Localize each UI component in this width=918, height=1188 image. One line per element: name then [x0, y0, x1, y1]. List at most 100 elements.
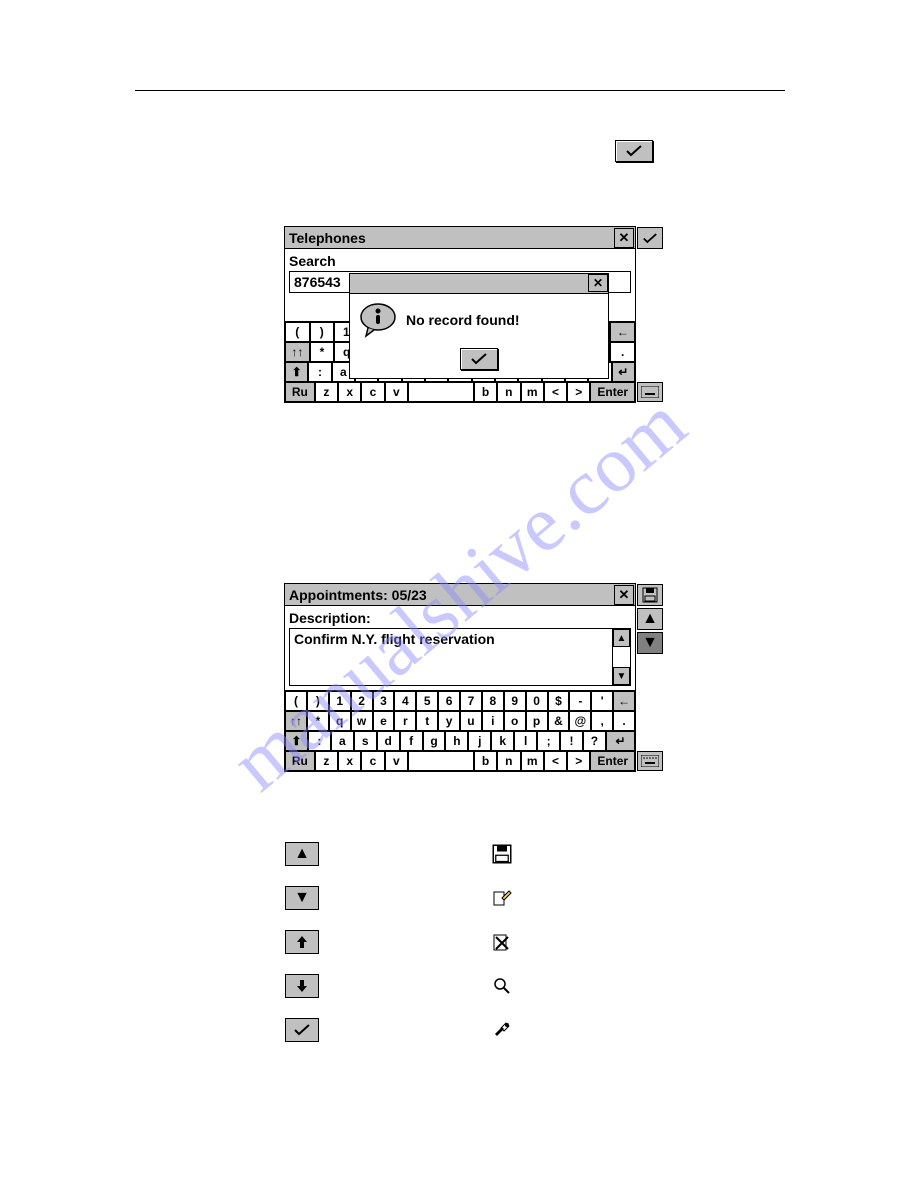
key[interactable]: n: [497, 382, 520, 402]
key[interactable]: ;: [537, 731, 560, 751]
key[interactable]: (: [285, 691, 307, 711]
lang-key[interactable]: Ru: [285, 382, 315, 402]
search-icon: [485, 974, 519, 998]
key[interactable]: 5: [416, 691, 438, 711]
backspace-key[interactable]: ←: [613, 691, 635, 711]
key[interactable]: >: [567, 751, 590, 771]
keyboard-toggle-icon[interactable]: [637, 751, 663, 771]
key[interactable]: h: [445, 731, 468, 751]
space-key[interactable]: [408, 382, 474, 402]
key[interactable]: n: [497, 751, 520, 771]
key[interactable]: <: [544, 382, 567, 402]
key[interactable]: t: [416, 711, 438, 731]
scroll-down-button[interactable]: ▼: [637, 632, 663, 654]
key[interactable]: .: [610, 342, 635, 362]
telephones-side-col: [637, 227, 663, 249]
side-check-button[interactable]: [637, 227, 663, 249]
appointments-title: Appointments: 05/23: [289, 587, 427, 603]
key[interactable]: $: [548, 691, 570, 711]
key[interactable]: d: [377, 731, 400, 751]
enter-key[interactable]: Enter: [590, 382, 635, 402]
check-icon[interactable]: [615, 140, 653, 162]
key[interactable]: 1: [329, 691, 351, 711]
key[interactable]: x: [338, 751, 361, 771]
key[interactable]: b: [474, 751, 497, 771]
key[interactable]: 2: [351, 691, 373, 711]
telephones-window: Telephones ✕ Search 876543 ✕: [284, 226, 636, 403]
key[interactable]: z: [315, 751, 338, 771]
key[interactable]: m: [521, 382, 544, 402]
key[interactable]: 8: [482, 691, 504, 711]
key[interactable]: .: [613, 711, 635, 731]
popup-ok-button[interactable]: [460, 348, 498, 370]
key[interactable]: a: [331, 731, 354, 751]
return-key[interactable]: ↵: [612, 362, 635, 382]
key[interactable]: (: [285, 322, 310, 342]
key[interactable]: <: [544, 751, 567, 771]
key[interactable]: @: [569, 711, 591, 731]
key[interactable]: 6: [438, 691, 460, 711]
lang-key[interactable]: Ru: [285, 751, 315, 771]
shift-key[interactable]: ⬆: [285, 362, 308, 382]
popup-footer: [350, 348, 608, 378]
key[interactable]: 7: [460, 691, 482, 711]
description-textarea[interactable]: Confirm N.Y. flight reservation ▲ ▼: [289, 628, 631, 686]
key[interactable]: *: [307, 711, 329, 731]
key[interactable]: x: [338, 382, 361, 402]
key[interactable]: k: [491, 731, 514, 751]
key[interactable]: c: [361, 382, 384, 402]
key[interactable]: ↑↑: [285, 711, 307, 731]
key[interactable]: v: [385, 382, 408, 402]
close-button[interactable]: ✕: [614, 228, 634, 248]
key[interactable]: m: [521, 751, 544, 771]
scroll-up-button[interactable]: ▲: [637, 608, 663, 630]
key[interactable]: ): [307, 691, 329, 711]
keyboard-toggle-icon[interactable]: [637, 382, 663, 402]
key[interactable]: r: [394, 711, 416, 731]
key[interactable]: e: [373, 711, 395, 731]
key[interactable]: 4: [394, 691, 416, 711]
key[interactable]: l: [514, 731, 537, 751]
scroll-up-icon[interactable]: ▲: [613, 629, 630, 647]
key[interactable]: i: [482, 711, 504, 731]
enter-key[interactable]: Enter: [590, 751, 635, 771]
shift-key[interactable]: ⬆: [285, 731, 308, 751]
key[interactable]: c: [361, 751, 384, 771]
key[interactable]: :: [308, 362, 331, 382]
textarea-scrollbar[interactable]: ▲ ▼: [612, 629, 630, 685]
key[interactable]: y: [438, 711, 460, 731]
key[interactable]: ': [591, 691, 613, 711]
key[interactable]: o: [504, 711, 526, 731]
key[interactable]: !: [560, 731, 583, 751]
key[interactable]: u: [460, 711, 482, 731]
return-key[interactable]: ↵: [606, 731, 635, 751]
key[interactable]: *: [310, 342, 335, 362]
key[interactable]: ↑↑: [285, 342, 310, 362]
key[interactable]: &: [548, 711, 570, 731]
save-button[interactable]: [637, 584, 663, 606]
key[interactable]: :: [308, 731, 331, 751]
popup-close-button[interactable]: ✕: [588, 274, 608, 292]
key[interactable]: w: [351, 711, 373, 731]
key[interactable]: f: [400, 731, 423, 751]
backspace-key[interactable]: ←: [610, 322, 635, 342]
key[interactable]: 3: [373, 691, 395, 711]
close-button[interactable]: ✕: [614, 585, 634, 605]
space-key[interactable]: [408, 751, 474, 771]
key[interactable]: b: [474, 382, 497, 402]
key[interactable]: -: [569, 691, 591, 711]
key[interactable]: s: [354, 731, 377, 751]
scroll-down-icon[interactable]: ▼: [613, 667, 630, 685]
key[interactable]: 0: [526, 691, 548, 711]
key[interactable]: v: [385, 751, 408, 771]
key[interactable]: ,: [591, 711, 613, 731]
key[interactable]: ?: [583, 731, 606, 751]
key[interactable]: ): [310, 322, 335, 342]
key[interactable]: q: [329, 711, 351, 731]
key[interactable]: j: [468, 731, 491, 751]
key[interactable]: >: [567, 382, 590, 402]
key[interactable]: z: [315, 382, 338, 402]
key[interactable]: p: [526, 711, 548, 731]
key[interactable]: g: [423, 731, 446, 751]
key[interactable]: 9: [504, 691, 526, 711]
